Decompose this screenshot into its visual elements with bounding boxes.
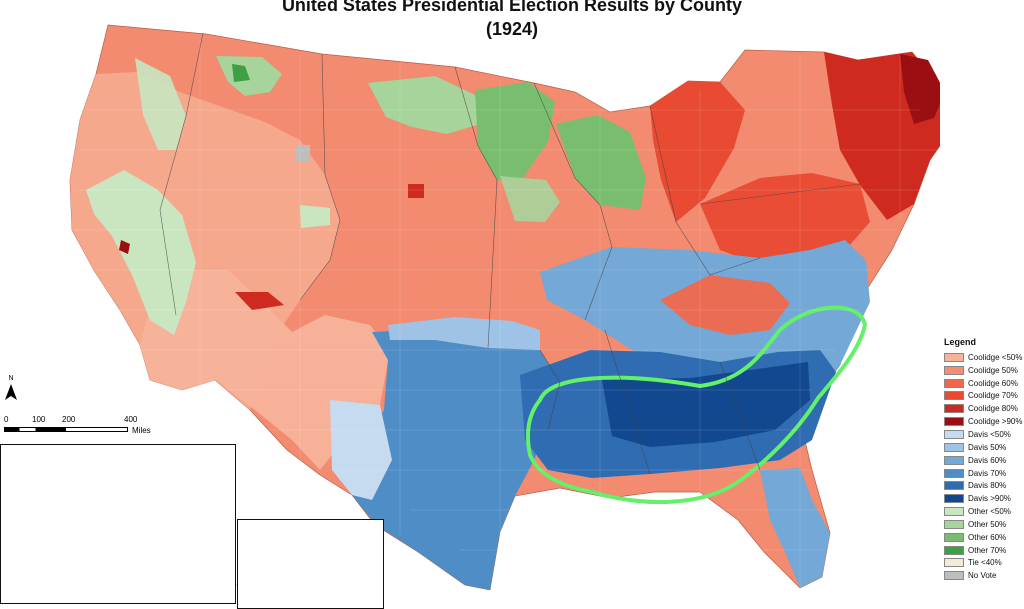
red-south-dakota-county	[408, 184, 424, 198]
map-subtitle: (1924)	[485, 19, 539, 39]
legend-swatch	[944, 481, 964, 491]
legend-label: No Vote	[968, 571, 997, 581]
legend-swatch	[944, 352, 964, 362]
legend-swatch	[944, 558, 964, 568]
red-cal-county	[119, 240, 130, 254]
north-label: N	[8, 375, 14, 382]
green-wisconsin	[556, 115, 646, 210]
green-wyoming-patch	[300, 205, 330, 228]
legend-item: Other 50%	[944, 518, 1024, 531]
legend-title: Legend	[944, 337, 977, 347]
legend-label: Other <50%	[968, 507, 1011, 517]
gray-no-vote-county	[296, 145, 310, 161]
scale-tick-200: 200	[62, 415, 76, 424]
green-minnesota	[475, 82, 555, 180]
highlight-loop	[526, 305, 868, 504]
state-borders	[159, 32, 861, 475]
legend-item: Coolidge 60%	[944, 377, 1024, 390]
legend-label: Tie <40%	[968, 558, 1002, 568]
legend-swatch	[944, 507, 964, 517]
county-map	[45, 24, 940, 596]
deep-red-michigan	[650, 81, 745, 222]
legend-swatch	[944, 468, 964, 478]
legend-swatch	[944, 429, 964, 439]
legend-label: Coolidge 70%	[968, 391, 1018, 401]
legend-label: Coolidge <50%	[968, 352, 1023, 362]
legend-label: Coolidge 80%	[968, 404, 1018, 414]
southwest-region	[140, 270, 390, 470]
scale-tick-400: 400	[124, 415, 138, 424]
legend-label: Coolidge 50%	[968, 365, 1018, 375]
green-idaho	[135, 58, 186, 150]
legend-swatch	[944, 494, 964, 504]
legend-label: Davis <50%	[968, 429, 1011, 439]
legend: Legend Coolidge <50% Coolidge 50% Coolidge…	[944, 337, 1024, 582]
legend-label: Other 50%	[968, 519, 1007, 529]
legend-item: Tie <40%	[944, 557, 1024, 570]
legend-label: Coolidge 60%	[968, 378, 1018, 388]
legend-item: Davis 60%	[944, 454, 1024, 467]
legend-swatch	[944, 417, 964, 427]
legend-swatch	[944, 391, 964, 401]
legend-swatch	[944, 545, 964, 555]
legend-swatch	[944, 519, 964, 529]
darkest-maine	[900, 54, 940, 124]
scale-bar: 0 100 200 400	[4, 415, 137, 427]
legend-item: Other <50%	[944, 505, 1024, 518]
deep-south-darkest	[602, 362, 810, 447]
scale-bar-graphic	[4, 427, 128, 432]
legend-swatch	[944, 532, 964, 542]
north-arrow: N	[4, 375, 18, 405]
legend-item: Coolidge 80%	[944, 402, 1024, 415]
alaska-inset	[0, 444, 236, 604]
legend-label: Other 70%	[968, 545, 1007, 555]
texas-west-light	[330, 400, 392, 500]
legend-swatch	[944, 442, 964, 452]
north-arrow-icon	[5, 384, 17, 400]
legend-label: Davis 60%	[968, 455, 1007, 465]
hawaii-inset	[237, 519, 384, 609]
legend-item: Davis 80%	[944, 479, 1024, 492]
legend-swatch	[944, 404, 964, 414]
legend-item: Coolidge <50%	[944, 351, 1024, 364]
green-small-nw	[232, 64, 250, 82]
green-north-dakota	[368, 76, 480, 134]
legend-item: Davis <50%	[944, 428, 1024, 441]
scale-tick-0: 0	[4, 415, 9, 424]
county-grid-texture	[72, 40, 940, 590]
scale-tick-100: 100	[32, 415, 46, 424]
deep-red-ohio-pennsylvania	[700, 173, 870, 265]
legend-item: No Vote	[944, 569, 1024, 582]
legend-swatch	[944, 455, 964, 465]
red-nevada-county	[235, 292, 284, 310]
green-iowa-north	[500, 176, 560, 222]
legend-item: Coolidge 50%	[944, 364, 1024, 377]
map-title: United States Presidential Election Resu…	[281, 0, 743, 15]
legend-label: Davis 80%	[968, 481, 1007, 491]
legend-item: Davis 50%	[944, 441, 1024, 454]
legend-label: Davis 50%	[968, 442, 1007, 452]
red-kentucky-tennessee	[660, 275, 790, 335]
legend-label: Davis 70%	[968, 468, 1007, 478]
legend-item: Coolidge 70%	[944, 390, 1024, 403]
legend-item: Coolidge >90%	[944, 415, 1024, 428]
legend-item: Other 60%	[944, 531, 1024, 544]
scale-labels: 0 100 200 400	[4, 415, 137, 427]
green-nevada	[86, 170, 196, 335]
legend-swatch	[944, 365, 964, 375]
legend-item: Other 70%	[944, 544, 1024, 557]
legend-label: Other 60%	[968, 532, 1007, 542]
legend-swatch	[944, 378, 964, 388]
legend-swatch	[944, 571, 964, 581]
legend-item: Davis >90%	[944, 492, 1024, 505]
legend-label: Davis >90%	[968, 494, 1011, 504]
legend-item: Davis 70%	[944, 467, 1024, 480]
scale-unit: Miles	[132, 426, 151, 435]
legend-label: Coolidge >90%	[968, 417, 1023, 427]
texas-blue	[340, 330, 560, 590]
light-blue-oklahoma	[388, 317, 540, 350]
florida-blue	[760, 468, 830, 588]
